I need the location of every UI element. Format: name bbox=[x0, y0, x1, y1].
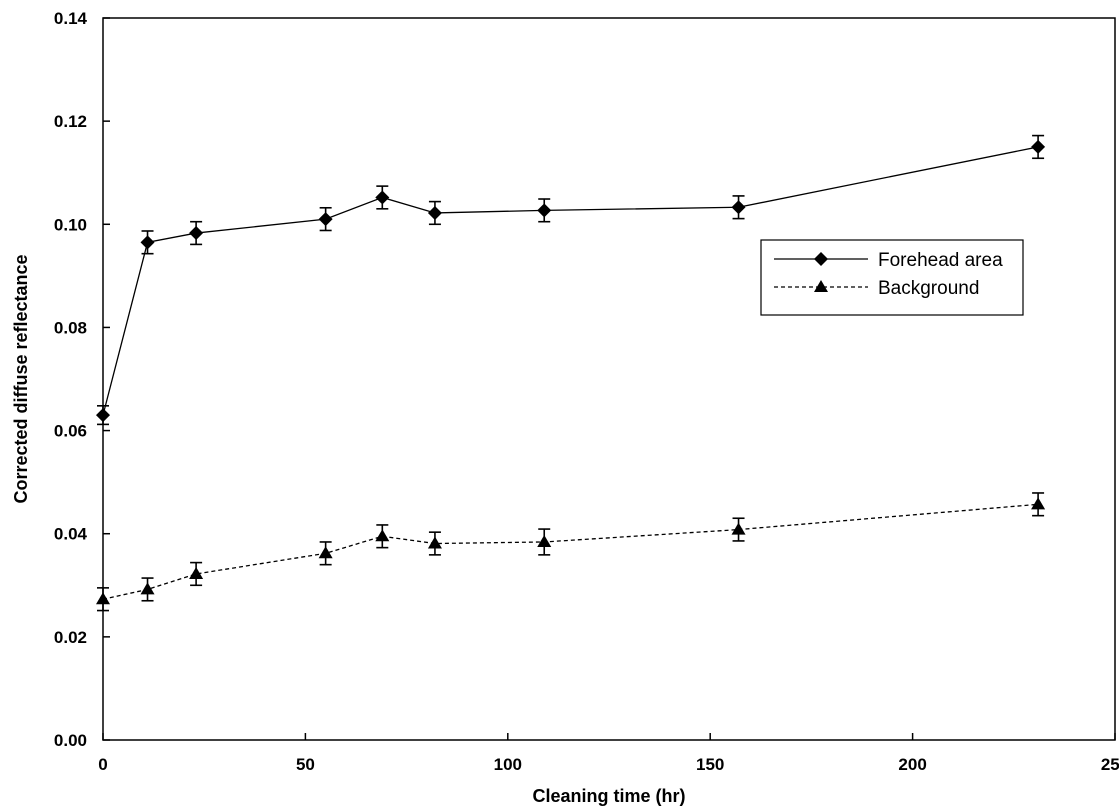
plot-area bbox=[102, 17, 1116, 741]
forehead-data-point bbox=[96, 405, 110, 426]
forehead-marker bbox=[731, 200, 746, 215]
background-data-point bbox=[731, 517, 746, 542]
background-data-point bbox=[1031, 492, 1046, 517]
forehead-marker bbox=[96, 408, 110, 423]
legend-forehead-label: Forehead area bbox=[878, 250, 1003, 271]
background-data-point bbox=[140, 577, 155, 602]
x-tick-label: 150 bbox=[696, 755, 724, 774]
x-axis: 0 50 100 150 200 250 bbox=[98, 733, 1119, 774]
x-tick-label: 50 bbox=[296, 755, 315, 774]
forehead-data-point bbox=[189, 220, 204, 246]
background-marker bbox=[318, 546, 333, 559]
forehead-data-point bbox=[731, 195, 746, 220]
x-axis-title: Cleaning time (hr) bbox=[532, 786, 685, 806]
forehead-data-point bbox=[1031, 134, 1046, 160]
legend-forehead-marker bbox=[814, 252, 828, 266]
y-axis: 0.00 0.02 0.04 0.06 0.08 0.10 0.12 0.14 bbox=[54, 9, 110, 750]
x-tick-label: 200 bbox=[898, 755, 926, 774]
forehead-data-point bbox=[375, 185, 390, 210]
background-marker bbox=[537, 534, 552, 547]
background-data-point bbox=[537, 528, 552, 556]
legend: Forehead area Background bbox=[760, 239, 1024, 316]
y-tick-label: 0.06 bbox=[54, 422, 87, 441]
x-tick-label: 0 bbox=[98, 755, 107, 774]
y-tick-label: 0.12 bbox=[54, 112, 87, 131]
forehead-marker bbox=[537, 203, 552, 218]
y-tick-label: 0.04 bbox=[54, 525, 88, 544]
background-marker bbox=[96, 592, 110, 605]
forehead-data-point bbox=[537, 198, 552, 223]
background-marker bbox=[189, 566, 204, 579]
background-data-point bbox=[189, 561, 204, 587]
background-data-point bbox=[318, 541, 333, 566]
forehead-marker bbox=[140, 235, 155, 250]
background-data-point bbox=[375, 524, 390, 549]
background-data-point bbox=[427, 531, 442, 556]
forehead-marker bbox=[427, 205, 442, 220]
legend-background-marker bbox=[814, 280, 828, 292]
x-tick-label: 250 bbox=[1101, 755, 1119, 774]
legend-background-label: Background bbox=[878, 278, 979, 299]
y-tick-label: 0.14 bbox=[54, 9, 88, 28]
forehead-marker bbox=[189, 226, 204, 241]
legend-box bbox=[760, 239, 1024, 316]
forehead-data-point bbox=[140, 230, 155, 255]
background-marker bbox=[731, 522, 746, 535]
y-tick-label: 0.02 bbox=[54, 628, 87, 647]
y-tick-label: 0.10 bbox=[54, 215, 87, 234]
x-tick-label: 100 bbox=[494, 755, 522, 774]
background-data-point bbox=[96, 587, 110, 612]
background-marker bbox=[375, 529, 390, 542]
y-tick-label: 0.08 bbox=[54, 318, 87, 337]
background-marker bbox=[140, 582, 155, 595]
y-axis-title: Corrected diffuse reflectance bbox=[11, 254, 31, 503]
forehead-marker bbox=[318, 212, 333, 227]
background-marker bbox=[1031, 497, 1046, 510]
forehead-marker bbox=[375, 190, 390, 205]
background-marker bbox=[427, 536, 442, 549]
forehead-data-point bbox=[427, 200, 442, 226]
y-tick-label: 0.00 bbox=[54, 731, 87, 750]
forehead-data-point bbox=[318, 206, 333, 232]
series-layer bbox=[96, 134, 1046, 612]
forehead-marker bbox=[1031, 139, 1046, 154]
